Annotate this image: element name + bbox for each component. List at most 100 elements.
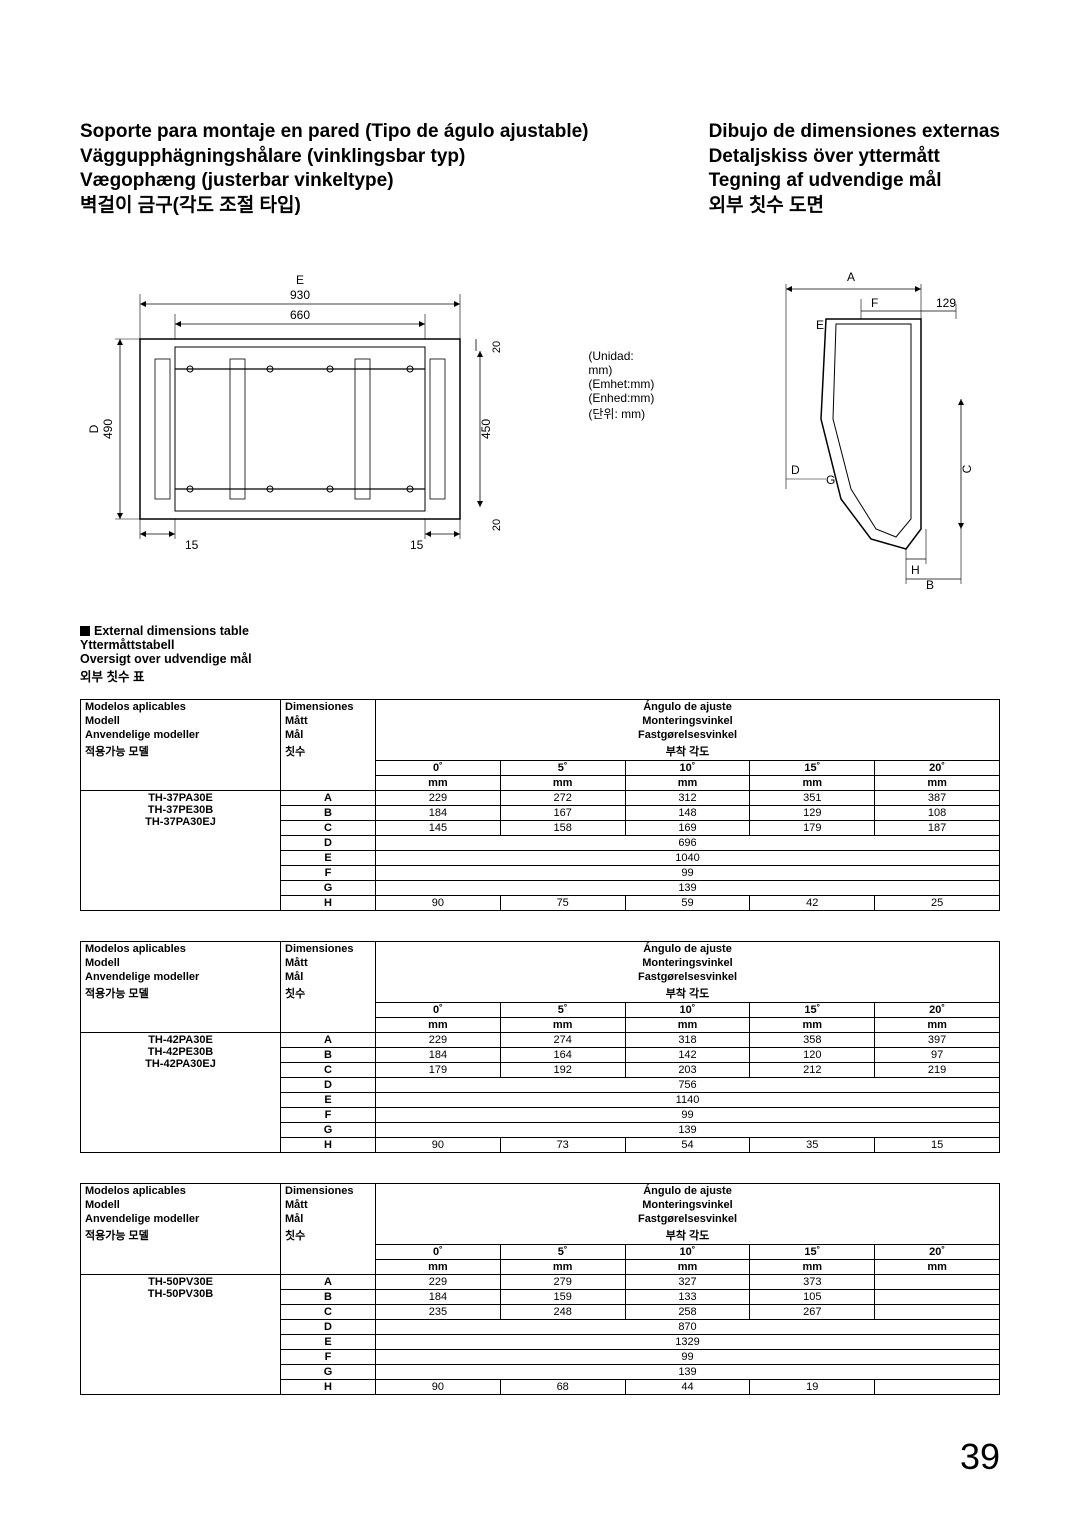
title-left-0: Soporte para montaje en pared (Tipo de á… <box>80 120 589 145</box>
hdr-dim: Mått <box>281 956 376 970</box>
angle-deg: 10˚ <box>625 1244 750 1259</box>
hdr-dim: Dimensiones <box>281 699 376 714</box>
dim-letter: A <box>281 1274 376 1289</box>
front-diagram: E 930 660 D 4 <box>80 269 558 574</box>
dim-val: 15 <box>875 1137 1000 1152</box>
titles-left-col: Soporte para montaje en pared (Tipo de á… <box>80 120 589 219</box>
dim-span-val: 1140 <box>376 1092 1000 1107</box>
dim-val: 274 <box>500 1032 625 1047</box>
dim-15l: 15 <box>185 538 199 552</box>
lbl-h: H <box>911 563 920 577</box>
unit-mm: mm <box>376 1259 501 1274</box>
dim-val: 133 <box>625 1289 750 1304</box>
angle-deg: 5˚ <box>500 760 625 775</box>
dim-letter: G <box>281 1364 376 1379</box>
dim-letter: B <box>281 805 376 820</box>
hdr-model: 적용가능 모델 <box>81 984 281 1003</box>
dim-val: 179 <box>750 820 875 835</box>
side-diagram: A F 129 E D G C H B <box>761 269 1000 594</box>
dim-span-val: 139 <box>376 1122 1000 1137</box>
dim-span-val: 99 <box>376 1349 1000 1364</box>
dim-letter: C <box>281 1304 376 1319</box>
dim-span-val: 696 <box>376 835 1000 850</box>
unit-mm: mm <box>875 775 1000 790</box>
unit-mm: mm <box>625 775 750 790</box>
angle-deg: 0˚ <box>376 1244 501 1259</box>
hdr-model: Modell <box>81 714 281 728</box>
hdr-dim: Dimensiones <box>281 1183 376 1198</box>
angle-deg: 0˚ <box>376 760 501 775</box>
dim-val: 212 <box>750 1062 875 1077</box>
dim-15r: 15 <box>410 538 424 552</box>
angle-deg: 20˚ <box>875 1244 1000 1259</box>
hdr-angle: Fastgørelsesvinkel <box>376 970 1000 984</box>
dim-val: 327 <box>625 1274 750 1289</box>
model-list: TH-37PA30ETH-37PE30BTH-37PA30EJ <box>81 790 281 910</box>
hdr-angle: 부착 각도 <box>376 742 1000 761</box>
hdr-blank2 <box>281 1244 376 1274</box>
dim-letter: D <box>281 1319 376 1334</box>
angle-deg: 10˚ <box>625 760 750 775</box>
dim-table-1: Modelos aplicablesDimensionesÁngulo de a… <box>80 941 1000 1153</box>
dim-val: 229 <box>376 1032 501 1047</box>
dim-letter: E <box>281 850 376 865</box>
dim-val: 203 <box>625 1062 750 1077</box>
dim-table-2: Modelos aplicablesDimensionesÁngulo de a… <box>80 1183 1000 1395</box>
lbl-e: E <box>816 318 824 332</box>
dim-letter: C <box>281 1062 376 1077</box>
hdr-model: Anvendelige modeller <box>81 1212 281 1226</box>
dim-letter: F <box>281 1107 376 1122</box>
dim-letter: D <box>281 1077 376 1092</box>
dim-val: 19 <box>750 1379 875 1394</box>
dim-val <box>875 1304 1000 1319</box>
dim-val: 25 <box>875 895 1000 910</box>
dim-letter: A <box>281 1032 376 1047</box>
dim-val: 90 <box>376 895 501 910</box>
hdr-blank2 <box>281 1002 376 1032</box>
dim-val: 145 <box>376 820 501 835</box>
title-left-1: Väggupphägningshålare (vinklingsbar typ) <box>80 145 589 170</box>
dim-val: 120 <box>750 1047 875 1062</box>
dim-val: 179 <box>376 1062 501 1077</box>
dim-innerw: 660 <box>290 308 310 322</box>
dim-span-val: 1329 <box>376 1334 1000 1349</box>
hdr-model: 적용가능 모델 <box>81 1226 281 1245</box>
angle-deg: 15˚ <box>750 760 875 775</box>
unit-3: (단위: mm) <box>588 405 660 422</box>
dim-span-val: 139 <box>376 880 1000 895</box>
dim-val: 258 <box>625 1304 750 1319</box>
hdr-dim: Mått <box>281 1198 376 1212</box>
dim-letter: F <box>281 1349 376 1364</box>
dim-letter: G <box>281 880 376 895</box>
dim-val: 184 <box>376 805 501 820</box>
hdr-model: Anvendelige modeller <box>81 970 281 984</box>
dim-letter: E <box>281 1092 376 1107</box>
square-icon <box>80 626 90 636</box>
dim-val: 351 <box>750 790 875 805</box>
dim-val: 59 <box>625 895 750 910</box>
title-left-3: 벽걸이 금구(각도 조절 타입) <box>80 194 589 219</box>
lbl-f: F <box>871 296 878 310</box>
hdr-dim: 칫수 <box>281 742 376 761</box>
unit-mm: mm <box>625 1259 750 1274</box>
title-right-0: Dibujo de dimensiones externas <box>709 120 1000 145</box>
hdr-blank <box>81 1002 281 1032</box>
dim-label-d: D <box>87 424 101 433</box>
hdr-angle: 부착 각도 <box>376 984 1000 1003</box>
dim-val: 272 <box>500 790 625 805</box>
model-list: TH-42PA30ETH-42PE30BTH-42PA30EJ <box>81 1032 281 1152</box>
dim-val: 54 <box>625 1137 750 1152</box>
dim-span-val: 870 <box>376 1319 1000 1334</box>
angle-deg: 15˚ <box>750 1002 875 1017</box>
angle-deg: 5˚ <box>500 1002 625 1017</box>
angle-deg: 10˚ <box>625 1002 750 1017</box>
unit-mm: mm <box>500 775 625 790</box>
hdr-dim: 칫수 <box>281 1226 376 1245</box>
hdr-blank <box>81 760 281 790</box>
dim-val: 129 <box>750 805 875 820</box>
titles-right-col: Dibujo de dimensiones externas Detaljski… <box>709 120 1000 219</box>
dim-letter: G <box>281 1122 376 1137</box>
hdr-angle: Fastgørelsesvinkel <box>376 1212 1000 1226</box>
dim-letter: B <box>281 1047 376 1062</box>
hdr-dim: Mått <box>281 714 376 728</box>
